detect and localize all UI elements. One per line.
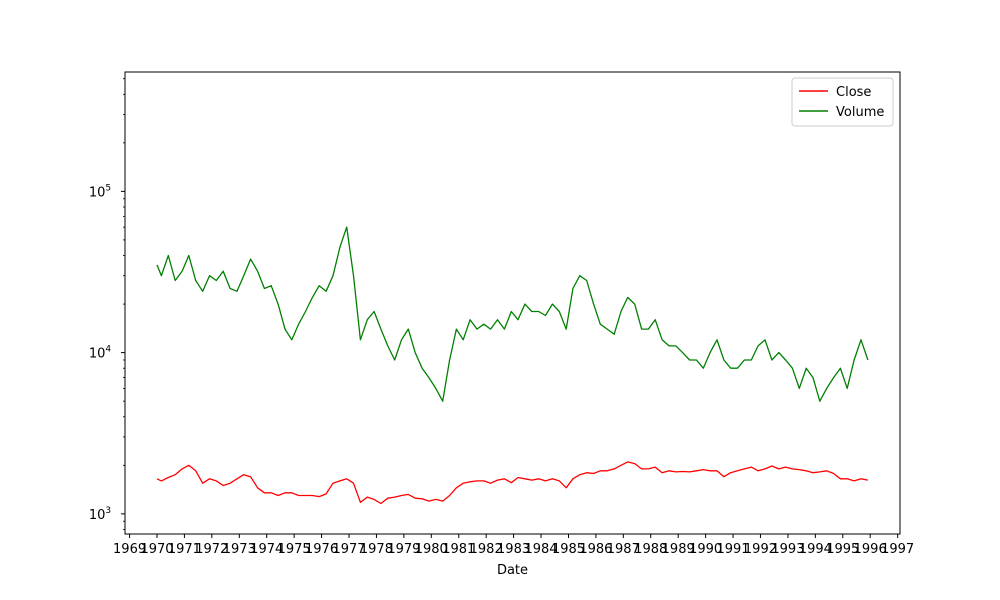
plot-frame <box>124 71 901 535</box>
x-tick-label: 1976 <box>305 542 338 557</box>
x-tick-label: 1980 <box>415 542 448 557</box>
x-tick-label: 1978 <box>360 542 393 557</box>
x-tick-label: 1981 <box>442 542 475 557</box>
x-tick-label: 1983 <box>497 542 530 557</box>
x-tick-label: 1990 <box>689 542 722 557</box>
x-axis-label: Date <box>497 563 528 578</box>
x-tick-label: 1984 <box>524 542 557 557</box>
x-tick-label: 1979 <box>387 542 420 557</box>
x-tick-label: 1985 <box>552 542 585 557</box>
x-tick-label: 1969 <box>113 542 146 557</box>
y-tick-label: 104 <box>89 345 112 362</box>
x-tick-label: 1992 <box>744 542 777 557</box>
x-tick-label: 1986 <box>579 542 612 557</box>
x-tick-label: 1994 <box>799 542 832 557</box>
x-tick-label: 1975 <box>278 542 311 557</box>
x-tick-label: 1991 <box>716 542 749 557</box>
x-tick-label: 1974 <box>250 542 283 557</box>
x-tick-label: 1988 <box>634 542 667 557</box>
series-line-close <box>156 461 869 505</box>
legend: Close Volume <box>791 77 894 127</box>
x-axis: 1969197019711972197319741975197619771978… <box>113 534 914 557</box>
series-layer <box>156 226 869 505</box>
x-tick-label: 1995 <box>826 542 859 557</box>
y-tick-label: 103 <box>89 506 111 523</box>
x-tick-label: 1972 <box>195 542 228 557</box>
series-line-volume <box>156 226 869 402</box>
x-tick-label: 1977 <box>332 542 365 557</box>
legend-box <box>791 77 894 127</box>
x-tick-label: 1973 <box>223 542 256 557</box>
x-tick-label: 1997 <box>881 542 914 557</box>
x-tick-label: 1996 <box>854 542 887 557</box>
legend-volume-label: Volume <box>836 105 884 120</box>
x-tick-label: 1971 <box>168 542 201 557</box>
y-axis: 103 104 105 <box>89 78 125 530</box>
y-tick-label: 105 <box>89 183 111 200</box>
x-tick-label: 1987 <box>607 542 640 557</box>
x-tick-label: 1970 <box>140 542 173 557</box>
legend-close-label: Close <box>836 85 871 100</box>
x-tick-label: 1989 <box>662 542 695 557</box>
x-tick-label: 1982 <box>470 542 503 557</box>
x-tick-label: 1993 <box>771 542 804 557</box>
